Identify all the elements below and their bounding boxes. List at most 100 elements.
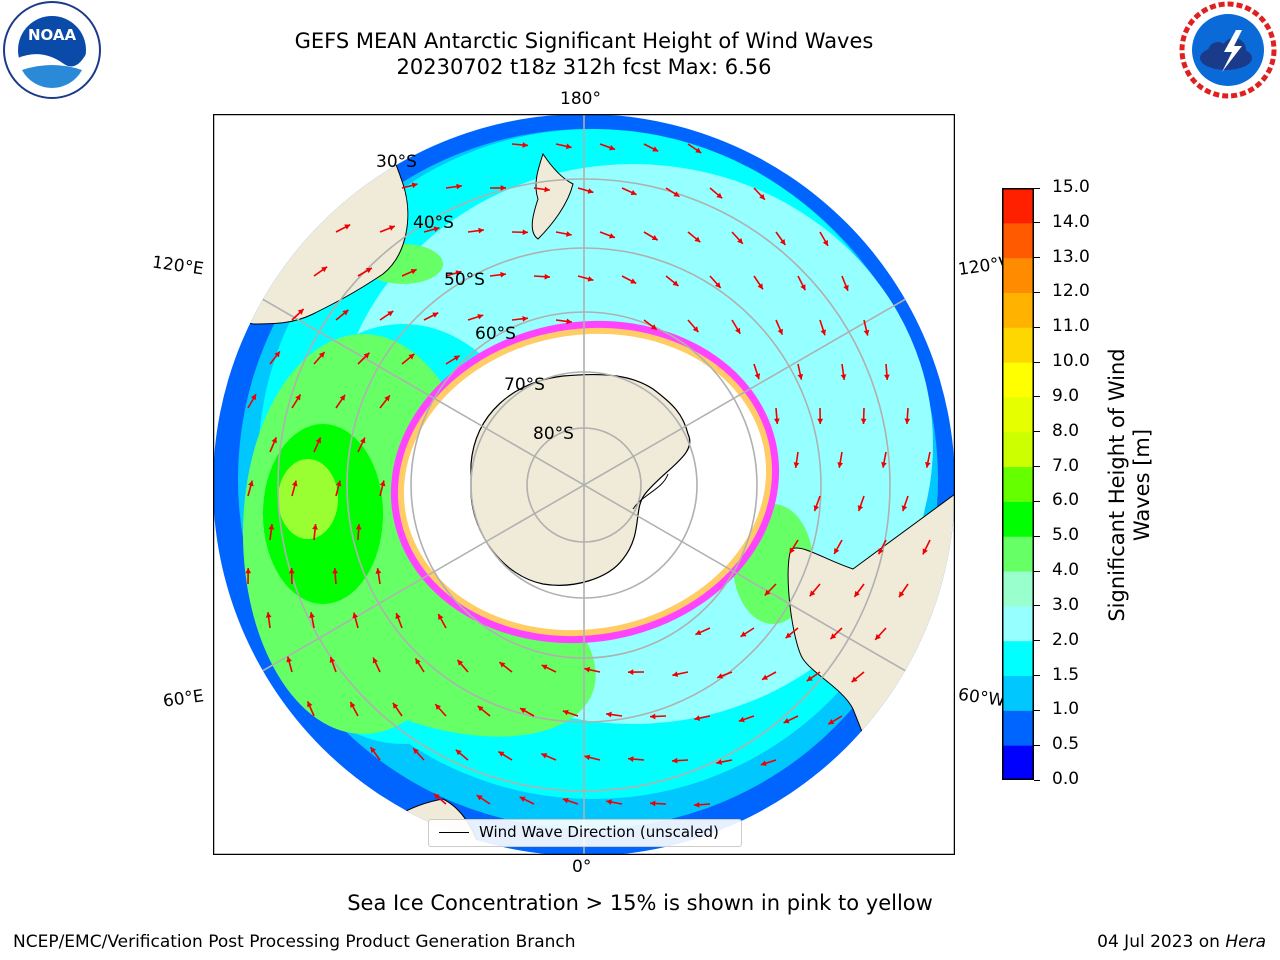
wave-arrow-head <box>352 612 358 619</box>
graticule <box>213 114 955 855</box>
wave-arrow-head <box>587 276 594 282</box>
wave-arrow-head <box>694 236 701 243</box>
colorbar-tick-label: 11.0 <box>1052 316 1090 337</box>
footer-machine: Hera <box>1225 932 1266 952</box>
wave-arrow-head <box>520 708 527 714</box>
lon-label-180: 180° <box>560 89 601 109</box>
national-weather-service-logo-icon <box>1178 0 1278 100</box>
colorbar-segment <box>1002 536 1034 572</box>
wave-arrow-head <box>455 270 462 276</box>
colorbar-tick-mark <box>1034 779 1040 781</box>
wave-arrow-head <box>672 671 679 678</box>
colorbar-tick-label: 12.0 <box>1052 281 1090 302</box>
colorbar-segment <box>1002 396 1034 433</box>
wave-arrow-head <box>650 800 656 807</box>
wave-arrow-head <box>584 666 591 673</box>
wave-arrow-head <box>737 237 743 244</box>
wave-arrow-head <box>716 759 723 765</box>
wave-arrow-head <box>843 284 849 291</box>
wave-arrow-head <box>851 676 858 683</box>
legend-label: Wind Wave Direction (unscaled) <box>479 823 719 841</box>
wave-arrow-head <box>433 793 440 800</box>
colorbar-tick-mark <box>1034 396 1040 398</box>
colorbar-tick-mark <box>1034 640 1040 642</box>
wave-arrow-head <box>435 704 441 710</box>
colorbar-segment <box>1002 710 1034 746</box>
wave-arrow-head <box>673 191 680 197</box>
wave-arrow-head <box>295 394 301 401</box>
wave-arrow-head <box>738 716 745 723</box>
wave-arrow-head <box>820 329 827 336</box>
wave-arrow-head <box>271 437 277 444</box>
wave-arrow-head <box>813 505 820 512</box>
wave-arrow-head <box>628 669 634 675</box>
colorbar-tick-mark <box>1034 326 1040 328</box>
wave-arrow-head <box>411 182 418 189</box>
wave-arrow-head <box>476 795 483 801</box>
wave-arrow-head <box>318 351 325 358</box>
wave-arrow-head <box>413 748 419 755</box>
colorbar-tick-label: 0.5 <box>1052 734 1080 755</box>
wave-arrow-head <box>312 524 318 530</box>
wave-arrow-head <box>672 280 679 286</box>
colorbar-tick-label: 7.0 <box>1052 455 1080 476</box>
wave-arrow-head <box>309 612 315 618</box>
map-frame <box>212 113 956 856</box>
wave-arrow-head <box>840 374 847 380</box>
wave-arrow-head <box>392 702 399 709</box>
wave-arrow-head <box>785 632 792 639</box>
colorbar-tick-label: 10.0 <box>1052 351 1090 372</box>
wave-arrow-head <box>478 227 484 234</box>
wave-arrow-head <box>245 568 252 574</box>
colorbar-segment <box>1002 605 1034 642</box>
wave-arrow-head <box>321 266 328 273</box>
colorbar-tick-mark <box>1034 570 1040 572</box>
colorbar-tick-mark <box>1034 535 1040 537</box>
wave-arrow-head <box>268 524 275 530</box>
colorbar-tick-label: 14.0 <box>1052 211 1090 232</box>
wave-arrow-head <box>288 568 295 574</box>
colorbar-tick-mark <box>1034 605 1040 607</box>
wave-arrow-head <box>566 318 572 325</box>
wave-arrow-head <box>606 799 612 805</box>
colorbar-tick-label: 5.0 <box>1052 525 1080 546</box>
colorbar-segment <box>1002 571 1034 607</box>
wave-arrow-head <box>717 673 724 679</box>
wave-arrow-head <box>584 754 591 761</box>
wave-arrow-head <box>694 715 701 721</box>
wave-arrow-head <box>522 142 528 148</box>
wave-arrow-head <box>875 633 881 640</box>
lat-label-50s: 50°S <box>444 270 485 290</box>
wave-arrow-head <box>650 713 656 720</box>
wave-arrow-head <box>764 589 771 596</box>
wave-arrow-head <box>562 709 569 716</box>
colorbar-tick-mark <box>1034 222 1040 224</box>
wave-arrow-head <box>541 664 548 670</box>
wave-arrow-head <box>565 231 572 237</box>
colorbar-tick-mark <box>1034 187 1040 189</box>
wave-arrow-head <box>809 590 816 597</box>
colorbar-tick-mark <box>1034 744 1040 746</box>
wave-arrow-head <box>455 749 462 756</box>
wave-arrow-head <box>477 705 484 712</box>
wave-arrow-head <box>924 461 931 468</box>
colorbar-tick-mark <box>1034 709 1040 711</box>
colorbar-tick-mark <box>1034 500 1040 502</box>
wave-arrow-head <box>692 326 699 333</box>
wave-arrow-head <box>544 273 550 280</box>
colorbar-segment <box>1002 327 1034 363</box>
polar-map <box>212 113 956 856</box>
wave-arrow-head <box>365 267 372 274</box>
wave-arrow-head <box>297 309 304 315</box>
colorbar <box>1002 188 1034 781</box>
wave-arrow-head <box>606 711 612 718</box>
colorbar-tick-mark <box>1034 431 1040 433</box>
wave-arrow-head <box>360 437 366 444</box>
wave-arrow-head <box>863 329 870 336</box>
wave-arrow-head <box>830 633 837 640</box>
wave-arrow-head <box>565 143 572 150</box>
lon-label-0: 0° <box>572 857 592 877</box>
wave-arrow-head <box>651 234 658 241</box>
colorbar-segment <box>1002 466 1034 502</box>
wave-arrow-head <box>740 631 747 637</box>
